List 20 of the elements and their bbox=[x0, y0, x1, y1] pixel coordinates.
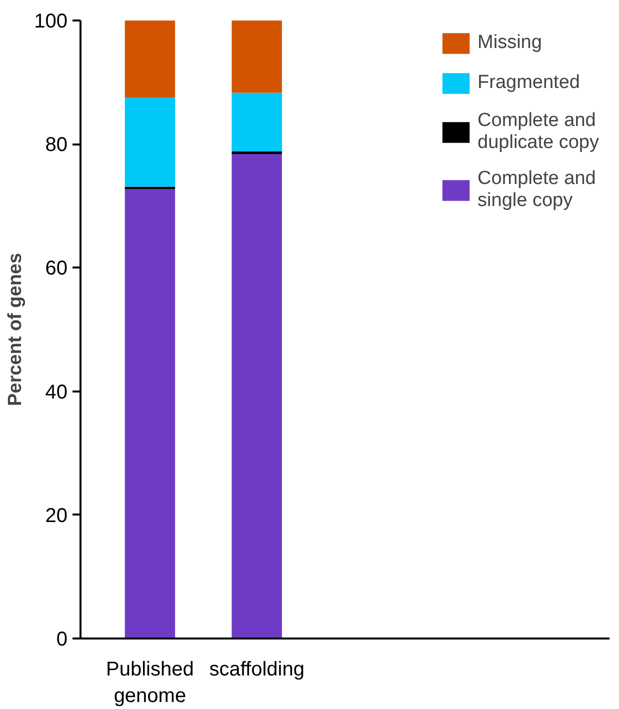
bar bbox=[124, 20, 176, 98]
bar bbox=[232, 20, 282, 93]
bar bbox=[232, 154, 282, 638]
y-axis-title: Percent of genes bbox=[5, 252, 26, 406]
bar bbox=[124, 186, 176, 190]
legend-label: Complete and single copy bbox=[478, 168, 596, 212]
x-tick-label: Published genome bbox=[106, 658, 194, 707]
bar bbox=[232, 92, 282, 152]
y-tick-label: 40 bbox=[45, 381, 68, 404]
y-tick-label: 60 bbox=[45, 258, 68, 280]
y-tick-label: 0 bbox=[56, 628, 68, 650]
legend-label: Missing bbox=[478, 32, 542, 54]
bar bbox=[124, 189, 176, 638]
legend-label: Fragmented bbox=[478, 72, 580, 94]
bar bbox=[124, 98, 176, 187]
legend-label: Complete and duplicate copy bbox=[478, 110, 599, 154]
y-tick-label: 20 bbox=[45, 504, 68, 527]
x-tick-label: scaffolding bbox=[209, 658, 304, 680]
y-tick-label: 100 bbox=[34, 10, 68, 32]
y-tick-label: 80 bbox=[45, 134, 68, 156]
